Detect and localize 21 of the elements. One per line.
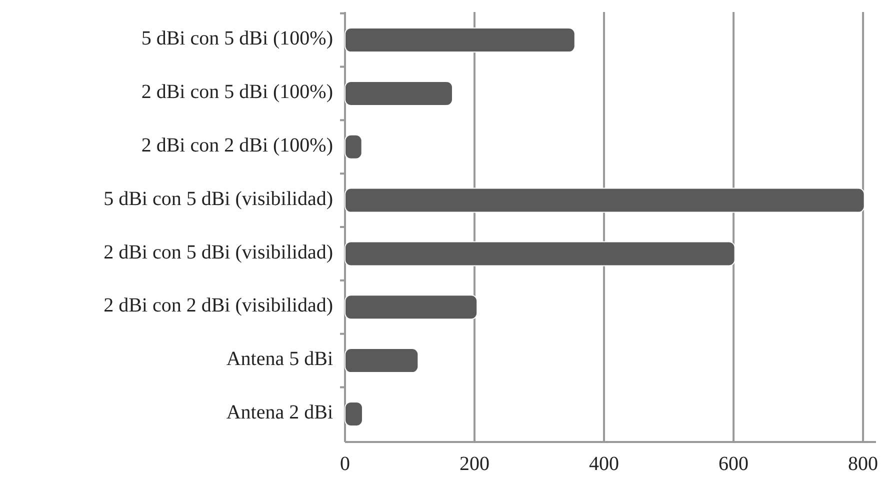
y-tick-label: 5 dBi con 5 dBi (100%) xyxy=(141,28,333,50)
bar xyxy=(344,294,478,320)
x-tick-label: 600 xyxy=(718,453,749,475)
bar xyxy=(344,188,865,213)
y-tick-label: 2 dBi con 2 dBi (100%) xyxy=(141,134,333,156)
x-tick-label: 800 xyxy=(848,453,878,475)
x-tick-label: 400 xyxy=(589,453,620,475)
y-tick-label: 2 dBi con 5 dBi (100%) xyxy=(141,81,333,104)
bar xyxy=(344,80,453,106)
bar xyxy=(344,28,576,53)
y-tick-label: Antena 5 dBi xyxy=(226,348,334,370)
bar xyxy=(344,348,419,374)
y-tick-label: 2 dBi con 5 dBi (visibilidad) xyxy=(104,241,333,264)
y-tick-label: Antena 2 dBi xyxy=(226,402,334,424)
bar xyxy=(344,134,362,160)
y-tick-label: 2 dBi con 2 dBi (visibilidad) xyxy=(104,294,333,317)
bar xyxy=(344,401,363,426)
x-tick-label: 200 xyxy=(460,453,490,475)
y-tick-label: 5 dBi con 5 dBi (visibilidad) xyxy=(104,188,333,210)
x-tick-label: 0 xyxy=(340,453,350,475)
bar xyxy=(344,241,736,266)
